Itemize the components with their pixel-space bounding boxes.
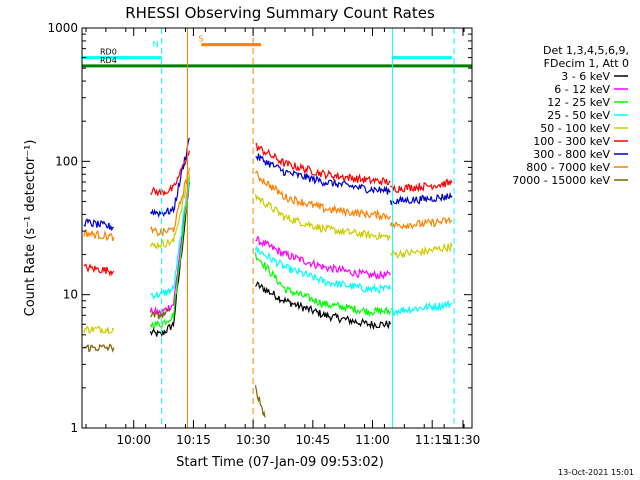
y-tick-label-0: 1: [70, 421, 78, 435]
legend-label-6: 300 - 800 keV: [533, 148, 610, 161]
annotation-label-3: N: [153, 40, 159, 49]
x-tick-label-1: 10:15: [176, 433, 211, 447]
series-line-3-0: [149, 174, 190, 301]
series-line-7-3: [389, 216, 453, 231]
series-line-8-2: [254, 385, 266, 418]
series-line-7-2: [254, 170, 391, 222]
plot-area: RD0 S RD4 N: [82, 28, 472, 428]
legend-label-3: 25 - 50 keV: [547, 109, 610, 122]
legend: Det 1,3,4,5,6,9,FDecim 1, Att 03 - 6 keV…: [512, 44, 629, 187]
series-line-5-2: [255, 142, 391, 186]
series-line-3-1: [254, 246, 391, 295]
legend-header-1: FDecim 1, Att 0: [544, 57, 629, 70]
series-line-6-1: [149, 137, 190, 219]
series-line-7-0: [83, 228, 115, 242]
series-line-7-1: [149, 167, 190, 238]
legend-label-7: 800 - 7000 keV: [526, 161, 610, 174]
legend-label-8: 7000 - 15000 keV: [512, 174, 610, 187]
annotation-label-0: RD0: [100, 48, 117, 57]
series-line-6-0: [83, 217, 114, 232]
annotation-label-1: S: [198, 35, 203, 44]
legend-label-1: 6 - 12 keV: [554, 83, 610, 96]
series-line-4-3: [389, 241, 453, 259]
y-tick-label-2: 100: [55, 154, 78, 168]
chart-title: RHESSI Observing Summary Count Rates: [125, 4, 435, 22]
series-line-8-0: [83, 343, 115, 353]
series-line-1-1: [255, 236, 391, 280]
series-line-5-1: [150, 150, 190, 196]
series-line-4-1: [149, 174, 190, 250]
series-line-5-3: [389, 178, 453, 193]
axes: 1 10 100 1000 10:00 10:15 10:30 10:45 11:00 11:15…: [47, 21, 480, 447]
legend-label-4: 50 - 100 keV: [540, 122, 610, 135]
x-tick-label-0: 10:00: [116, 433, 151, 447]
series-line-4-2: [254, 193, 391, 241]
legend-label-0: 3 - 6 keV: [561, 70, 610, 83]
series-line-2-1: [254, 252, 391, 318]
series-line-6-3: [389, 191, 453, 205]
series-line-0-0: [149, 181, 190, 338]
x-tick-label-6: 11:30: [446, 433, 481, 447]
series-line-4-0: [83, 325, 115, 334]
y-tick-label-1: 10: [63, 288, 78, 302]
series-line-2-0: [149, 177, 190, 329]
x-tick-label-5: 11:15: [415, 433, 450, 447]
series-line-5-0: [83, 263, 115, 277]
plot-frame: [81, 27, 473, 429]
annotation-label-2: RD4: [100, 56, 117, 65]
series-line-6-2: [255, 153, 391, 195]
legend-label-5: 100 - 300 keV: [533, 135, 610, 148]
x-tick-label-4: 11:00: [355, 433, 390, 447]
y-tick-label-3: 1000: [47, 21, 78, 35]
legend-header-0: Det 1,3,4,5,6,9,: [543, 44, 629, 57]
y-axis-label: Count Rate (s⁻¹ detector⁻¹): [23, 140, 38, 317]
x-tick-label-3: 10:45: [296, 433, 331, 447]
series-line-0-1: [255, 281, 391, 331]
x-tick-label-2: 10:30: [236, 433, 271, 447]
legend-label-2: 12 - 25 keV: [547, 96, 610, 109]
footer-date: 13-Oct-2021 15:01: [558, 468, 634, 477]
series-line-3-2: [390, 299, 453, 317]
x-axis-label: Start Time (07-Jan-09 09:53:02): [176, 455, 384, 470]
series-line-8-1: [149, 307, 171, 320]
